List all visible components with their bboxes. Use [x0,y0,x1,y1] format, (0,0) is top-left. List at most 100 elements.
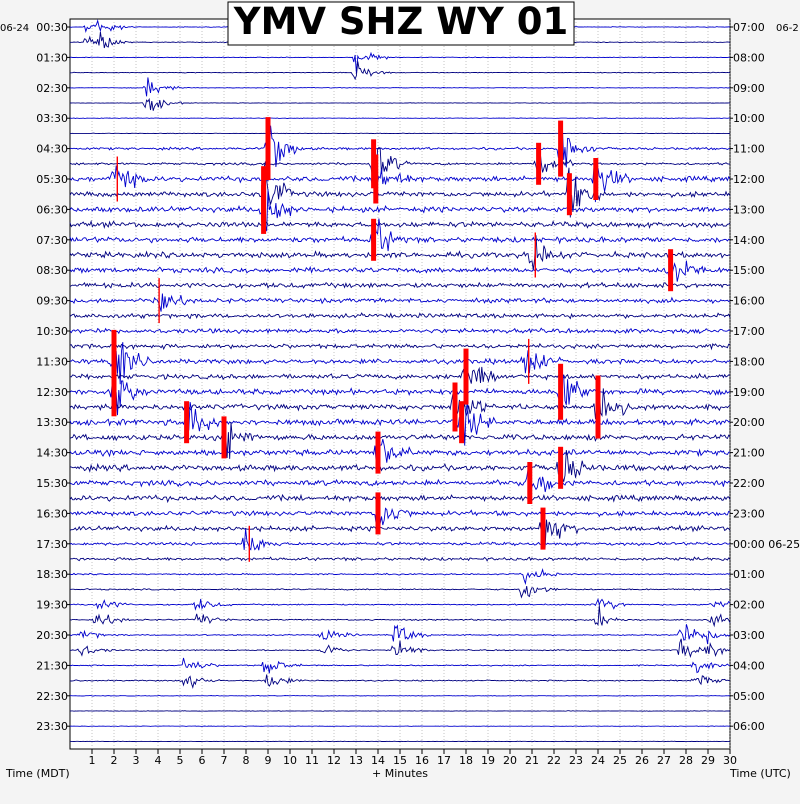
right-hour-label-6: 13:00 [733,203,765,216]
right-hour-label-21: 04:00 [733,659,765,672]
x-tick-label-8: 8 [243,754,250,767]
right-hour-label-0: 07:00 [733,21,765,34]
x-tick-label-2: 2 [111,754,118,767]
x-tick-label-19: 19 [481,754,495,767]
right-hour-label-10: 17:00 [733,325,765,338]
right-hour-label-14: 21:00 [733,447,765,460]
right-hour-label-4: 11:00 [733,143,765,156]
trace-line-44 [70,696,730,697]
x-tick-label-18: 18 [459,754,473,767]
x-tick-label-26: 26 [635,754,649,767]
clip-marker-25-0 [453,383,458,432]
x-tick-label-14: 14 [371,754,385,767]
x-tick-label-13: 13 [349,754,363,767]
right-hour-label-3: 10:00 [733,112,765,125]
left-hour-label-7: 07:30 [36,234,68,247]
x-tick-label-6: 6 [199,754,206,767]
clip-marker-26-1 [459,401,464,443]
x-tick-label-7: 7 [221,754,228,767]
trace-line-45 [70,711,730,712]
x-tick-label-10: 10 [283,754,297,767]
clip-marker-11-1 [567,173,572,215]
x-tick-label-4: 4 [155,754,162,767]
right-axis-label: Time (UTC) [729,767,791,780]
trace-line-6 [70,118,730,119]
left-hour-label-23: 23:30 [36,720,68,733]
right-hour-label-20: 03:00 [733,629,765,642]
left-hour-label-18: 18:30 [36,568,68,581]
x-tick-label-27: 27 [657,754,671,767]
right-hour-label-2: 09:00 [733,82,765,95]
x-tick-label-15: 15 [393,754,407,767]
clip-marker-27-0 [222,416,227,458]
x-tick-label-22: 22 [547,754,561,767]
left-hour-label-11: 11:30 [36,355,68,368]
left-hour-label-15: 15:30 [36,477,68,490]
plot-area [70,19,730,749]
left-hour-label-0: 00:30 [36,21,68,34]
left-hour-label-9: 09:30 [36,295,68,308]
x-tick-label-20: 20 [503,754,517,767]
left-axis-label: Time (MDT) [5,767,70,780]
x-tick-label-1: 1 [89,754,96,767]
clip-marker-14-0 [371,219,376,261]
clip-marker-25-1 [596,376,601,439]
x-tick-label-21: 21 [525,754,539,767]
clip-marker-26-0 [184,401,189,443]
left-hour-label-21: 21:30 [36,659,68,672]
left-hour-label-14: 14:30 [36,447,68,460]
left-hour-label-1: 01:30 [36,51,68,64]
clip-marker-8-0 [266,117,271,180]
clip-marker-33-0 [541,508,546,550]
left-hour-label-2: 02:30 [36,82,68,95]
right-hour-label-17: 00:00 06-25 [733,538,800,551]
left-hour-label-12: 12:30 [36,386,68,399]
clip-marker-12-0 [261,185,266,234]
x-tick-label-3: 3 [133,754,140,767]
x-tick-label-9: 9 [265,754,272,767]
x-tick-label-25: 25 [613,754,627,767]
right-hour-label-22: 05:00 [733,690,765,703]
right-top-date-label: 06-2 [776,23,799,34]
left-hour-label-19: 19:30 [36,599,68,612]
clip-marker-16-0 [668,249,673,291]
clip-marker-24-1 [558,364,563,420]
clip-marker-10-0 [373,155,378,204]
right-hour-label-1: 08:00 [733,51,765,64]
left-hour-label-20: 20:30 [36,629,68,642]
x-tick-label-12: 12 [327,754,341,767]
left-hour-label-8: 08:30 [36,264,68,277]
clip-marker-24-0 [112,367,117,416]
chart-title: YMV SHZ WY 01 [233,0,568,43]
left-hour-label-22: 22:30 [36,690,68,703]
right-hour-label-18: 01:00 [733,568,765,581]
x-tick-label-17: 17 [437,754,451,767]
right-hour-label-9: 16:00 [733,295,765,308]
clip-marker-10-1 [593,158,598,200]
right-hour-label-23: 06:00 [733,720,765,733]
x-tick-label-11: 11 [305,754,319,767]
right-hour-label-15: 22:00 [733,477,765,490]
right-hour-label-11: 18:00 [733,355,765,368]
left-hour-label-3: 03:30 [36,112,68,125]
left-hour-label-10: 10:30 [36,325,68,338]
trace-line-7 [70,133,730,134]
left-hour-label-16: 16:30 [36,507,68,520]
x-tick-label-28: 28 [679,754,693,767]
right-hour-label-13: 20:00 [733,416,765,429]
left-hour-label-6: 06:30 [36,203,68,216]
left-hour-label-17: 17:30 [36,538,68,551]
right-hour-label-7: 14:00 [733,234,765,247]
right-hour-label-5: 12:00 [733,173,765,186]
right-hour-label-19: 02:00 [733,599,765,612]
x-tick-label-29: 29 [701,754,715,767]
clip-marker-29-0 [558,447,563,489]
left-hour-label-5: 05:30 [36,173,68,186]
left-hour-label-13: 13:30 [36,416,68,429]
x-axis-label: + Minutes [372,767,428,780]
clip-marker-32-0 [376,492,381,534]
x-tick-label-24: 24 [591,754,605,767]
left-hour-label-4: 04:30 [36,143,68,156]
